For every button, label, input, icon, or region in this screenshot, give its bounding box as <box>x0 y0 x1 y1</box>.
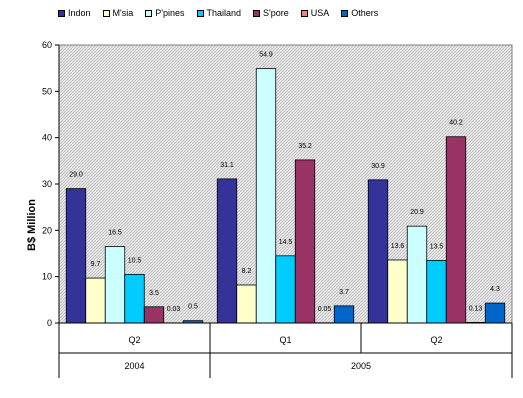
legend-item: P'pines <box>145 8 185 18</box>
y-tick-label: 10 <box>42 272 52 282</box>
bar <box>236 284 257 324</box>
legend-label: S'pore <box>263 8 289 18</box>
bar <box>216 178 238 324</box>
bar <box>484 302 506 324</box>
legend-label: M'sia <box>112 8 134 18</box>
data-label: 0.13 <box>469 305 483 312</box>
year-label: 2005 <box>351 361 371 371</box>
data-label: 29.0 <box>69 172 83 179</box>
legend-item: Others <box>341 8 378 18</box>
y-tick-label: 50 <box>42 86 52 96</box>
data-label: 8.2 <box>242 268 252 275</box>
legend-label: Others <box>351 8 379 18</box>
y-tick-label: 60 <box>42 40 52 50</box>
legend-item: Thailand <box>196 8 242 18</box>
y-tick-label: 20 <box>42 225 52 235</box>
legend: Indon M'sia P'pines Thailand S'pore USA Others <box>58 8 378 18</box>
bar <box>124 273 145 324</box>
bar <box>445 136 467 324</box>
data-label: 0.5 <box>188 304 198 311</box>
bar <box>406 225 428 324</box>
bar <box>85 277 106 324</box>
data-label: 3.7 <box>339 289 349 296</box>
bar <box>104 246 126 324</box>
x-tick-label: Q1 <box>279 335 291 345</box>
bar <box>426 260 447 324</box>
data-label: 0.03 <box>167 306 181 313</box>
data-label: 3.5 <box>149 290 159 297</box>
data-label: 31.1 <box>220 162 234 169</box>
legend-swatch <box>102 9 110 17</box>
legend-swatch <box>300 9 308 17</box>
data-label: 4.3 <box>490 286 500 293</box>
legend-item: S'pore <box>253 8 289 18</box>
legend-swatch <box>145 9 153 17</box>
bar <box>275 255 296 324</box>
data-label: 30.9 <box>371 163 385 170</box>
data-label: 54.9 <box>259 52 273 59</box>
data-label: 13.6 <box>391 243 405 250</box>
data-label: 40.2 <box>449 120 463 127</box>
bar <box>333 305 355 324</box>
legend-swatch <box>341 9 349 17</box>
legend-item: Indon <box>58 8 91 18</box>
data-label: 13.5 <box>430 243 444 250</box>
bar <box>65 188 87 324</box>
x-tick-label: Q2 <box>430 335 442 345</box>
data-label: 35.2 <box>298 143 312 150</box>
y-tick-label: 0 <box>47 318 52 328</box>
year-label: 2004 <box>124 361 144 371</box>
data-label: 16.5 <box>108 230 122 237</box>
data-label: 9.7 <box>91 261 101 268</box>
legend-item: M'sia <box>102 8 134 18</box>
bar <box>367 179 389 324</box>
bar <box>294 159 316 324</box>
data-label: 0.05 <box>318 306 332 313</box>
y-tick-label: 30 <box>42 179 52 189</box>
data-label: 10.5 <box>128 257 142 264</box>
bar <box>143 306 165 324</box>
x-tick-label: Q2 <box>128 335 140 345</box>
legend-label: Indon <box>68 8 91 18</box>
legend-item: USA <box>300 8 330 18</box>
legend-swatch <box>196 9 204 17</box>
legend-swatch <box>58 9 65 17</box>
legend-label: USA <box>310 8 330 18</box>
bar <box>255 68 277 324</box>
legend-swatch <box>253 9 261 17</box>
bar <box>387 259 408 324</box>
data-label: 20.9 <box>410 209 424 216</box>
legend-label: P'pines <box>155 8 185 18</box>
data-label: 14.5 <box>279 239 293 246</box>
legend-label: Thailand <box>206 8 242 18</box>
y-tick-label: 40 <box>42 133 52 143</box>
